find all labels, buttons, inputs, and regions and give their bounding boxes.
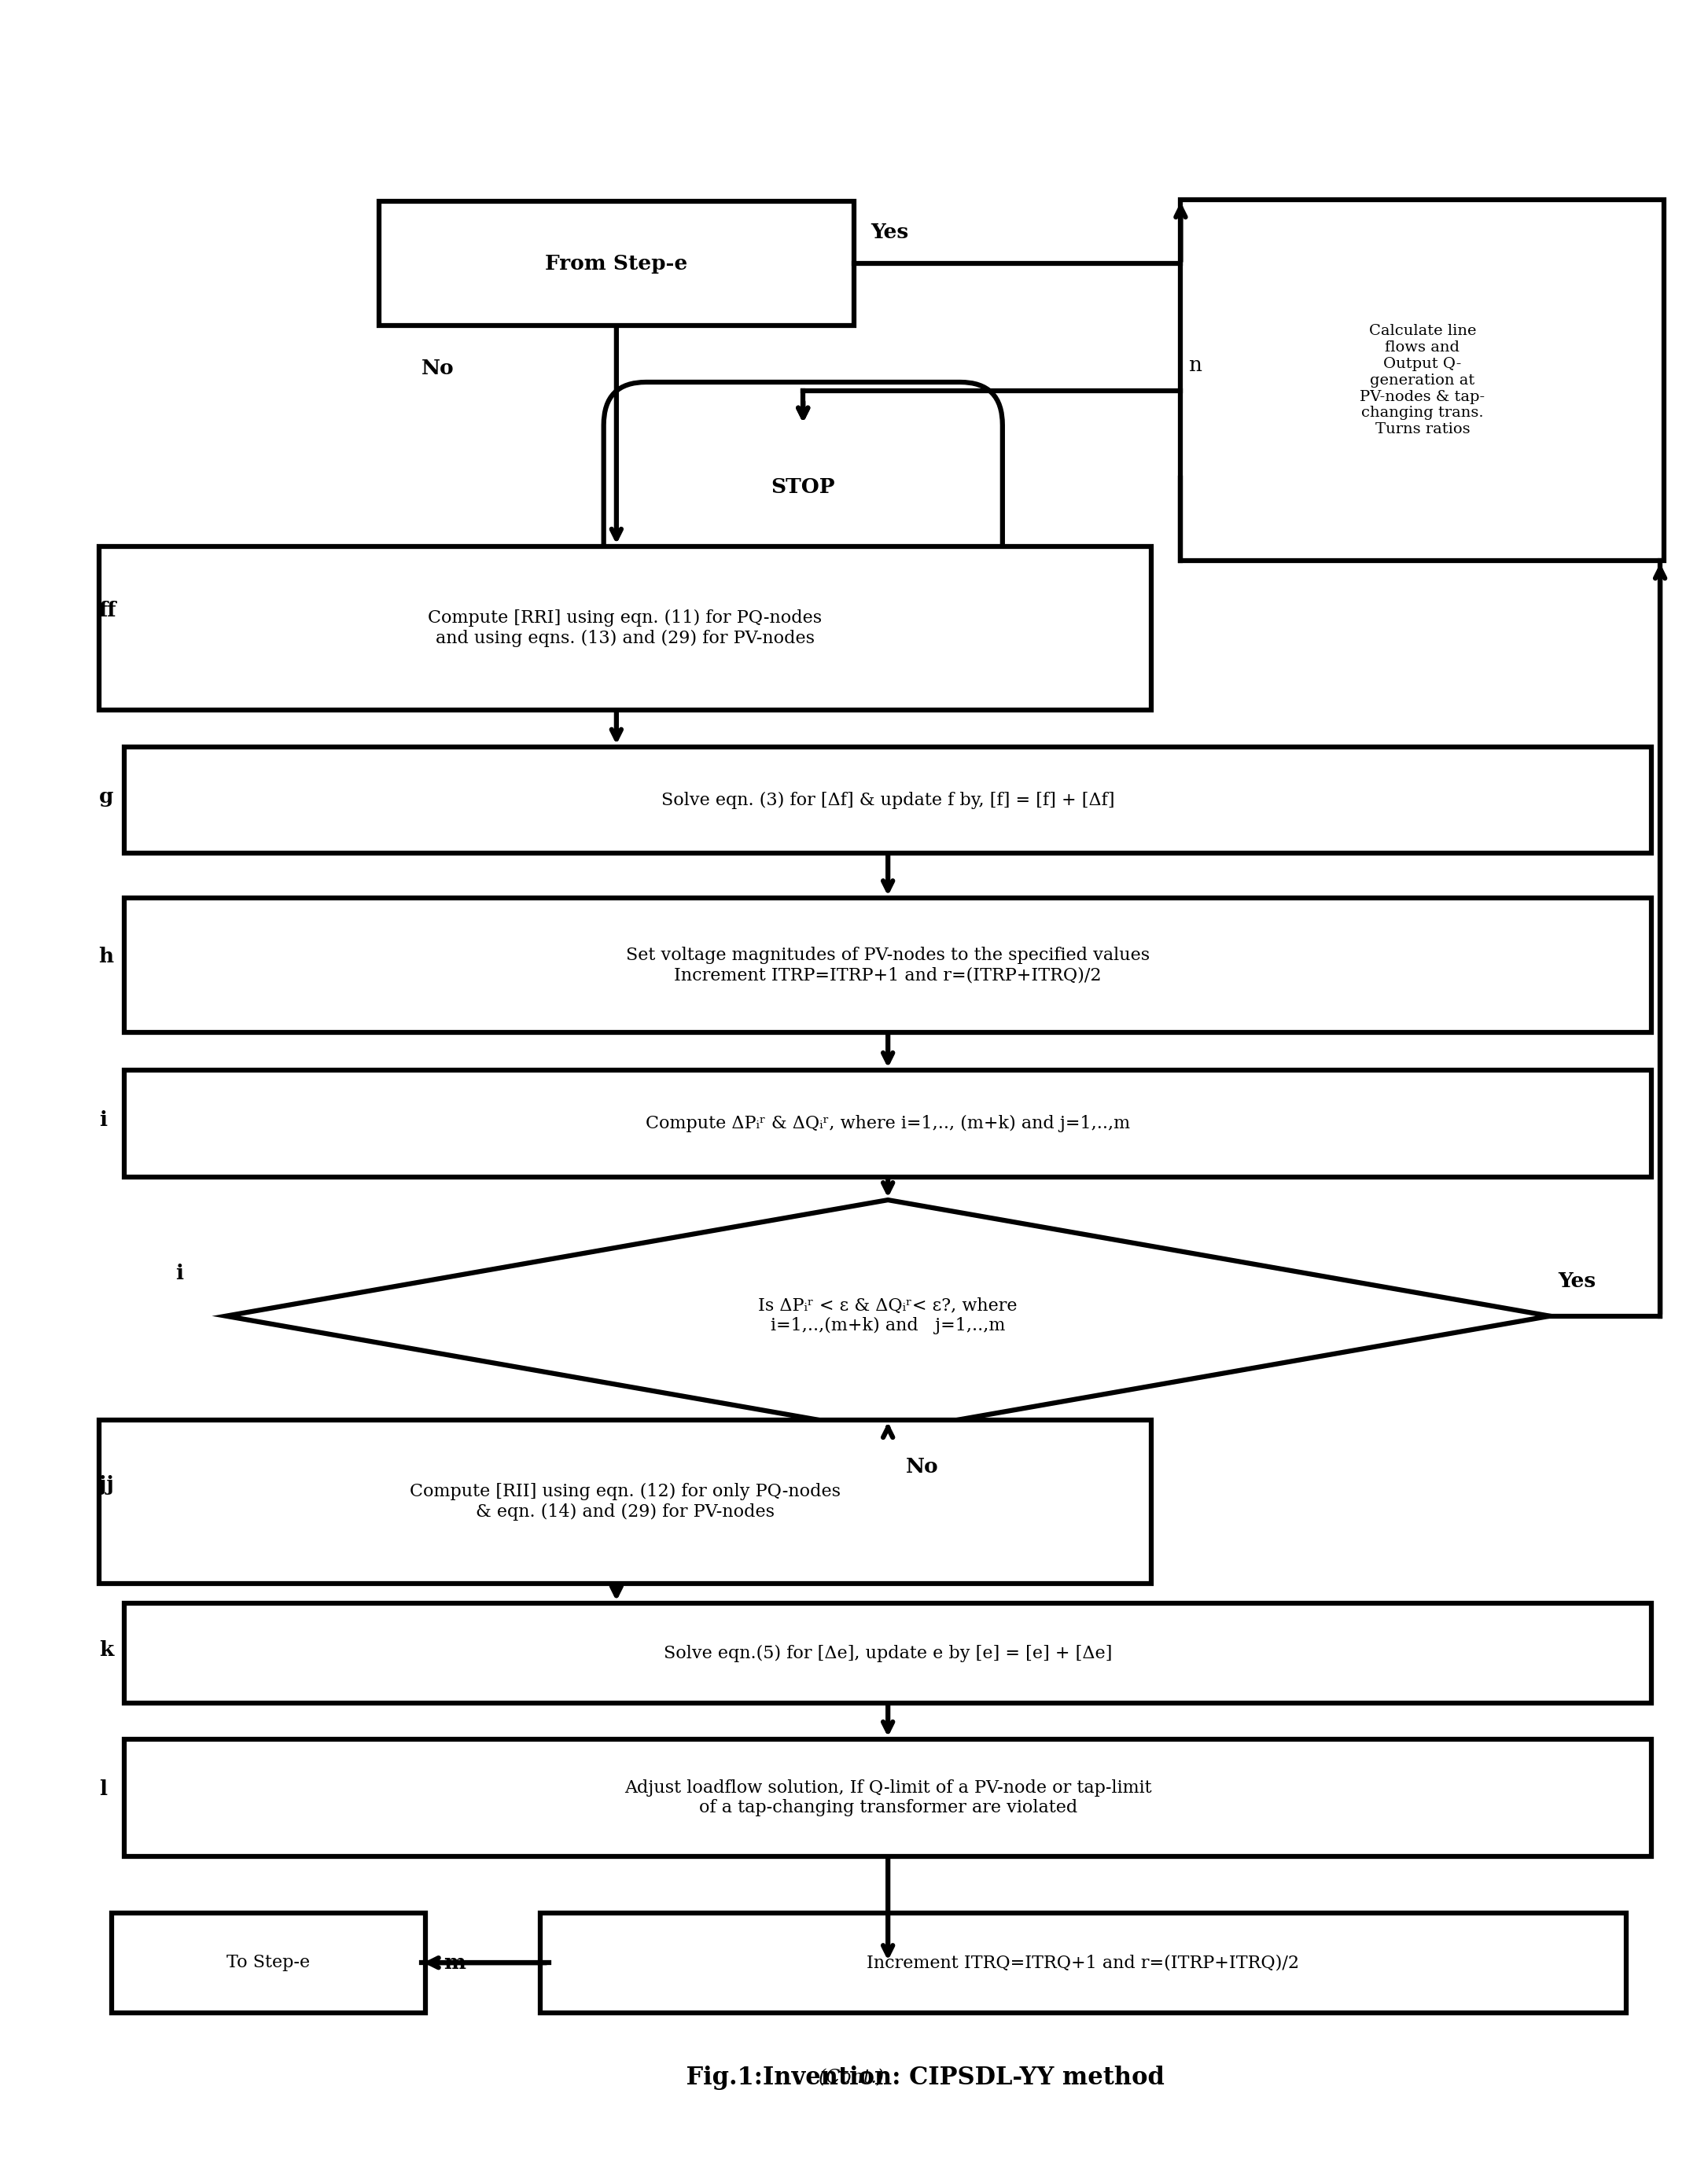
Text: g: g [99,786,113,806]
Bar [1180,200,1664,562]
Text: m: m [444,1954,465,1973]
Text: Compute [RRI] using eqn. (11) for PQ-nodes
and using eqns. (13) and (29) for PV-: Compute [RRI] using eqn. (11) for PQ-nod… [429,610,822,647]
Bar [125,1738,1652,1856]
Text: From Step-e: From Step-e [545,253,688,272]
Bar [125,897,1652,1032]
Text: k: k [99,1640,113,1660]
Bar [99,1420,1151,1583]
Bar [125,747,1652,854]
Bar [111,1912,425,2012]
Bar [125,1603,1652,1703]
FancyBboxPatch shape [603,381,1003,592]
Text: Set voltage magnitudes of PV-nodes to the specified values
Increment ITRP=ITRP+1: Set voltage magnitudes of PV-nodes to th… [627,947,1149,984]
Text: Yes: Yes [1558,1272,1597,1292]
Text: Fig.1:Invention: CIPSDL-YY method: Fig.1:Invention: CIPSDL-YY method [543,2065,1165,2091]
Text: jj: jj [99,1475,113,1494]
Text: h: h [99,947,114,967]
Text: No: No [905,1457,938,1477]
Bar [379,203,854,325]
Bar [99,547,1151,710]
Text: To Step-e: To Step-e [227,1954,311,1971]
Text: Compute ΔPᵢʳ & ΔQᵢʳ, where i=1,.., (m+k) and j=1,..,m: Compute ΔPᵢʳ & ΔQᵢʳ, where i=1,.., (m+k)… [646,1115,1131,1133]
Text: Calculate line
flows and
Output Q-
generation at
PV-nodes & tap-
changing trans.: Calculate line flows and Output Q- gener… [1360,325,1484,436]
Text: Yes: Yes [871,222,909,242]
Bar [540,1912,1626,2012]
Text: l: l [99,1779,106,1799]
Text: (Cont.): (Cont.) [818,2069,890,2087]
Text: Compute [RII] using eqn. (12) for only PQ-nodes
& eqn. (14) and (29) for PV-node: Compute [RII] using eqn. (12) for only P… [410,1483,840,1520]
Text: i: i [176,1263,183,1283]
Text: n: n [1189,355,1202,375]
Text: Solve eqn.(5) for [Δe], update e by [e] = [e] + [Δe]: Solve eqn.(5) for [Δe], update e by [e] … [664,1644,1112,1662]
Text: ff: ff [99,601,116,621]
Text: Solve eqn. (3) for [Δf] & update f by, [f] = [f] + [Δf]: Solve eqn. (3) for [Δf] & update f by, [… [661,791,1115,808]
Text: i: i [99,1111,106,1130]
Text: Adjust loadflow solution, If Q-limit of a PV-node or tap-limit
of a tap-changing: Adjust loadflow solution, If Q-limit of … [623,1779,1151,1816]
Polygon shape [225,1200,1549,1433]
Text: Increment ITRQ=ITRQ+1 and r=(ITRP+ITRQ)/2: Increment ITRQ=ITRQ+1 and r=(ITRP+ITRQ)/… [868,1954,1300,1971]
Text: No: No [422,359,454,379]
Bar [125,1069,1652,1176]
Text: STOP: STOP [770,477,835,497]
Text: Is ΔPᵢʳ < ε & ΔQᵢʳ< ε?, where
i=1,..,(m+k) and   j=1,..,m: Is ΔPᵢʳ < ε & ΔQᵢʳ< ε?, where i=1,..,(m+… [758,1298,1018,1335]
